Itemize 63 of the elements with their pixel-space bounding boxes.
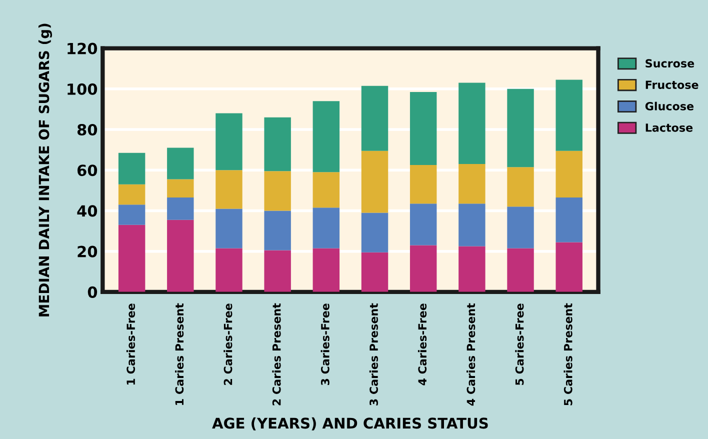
bar bbox=[410, 204, 437, 246]
bar bbox=[167, 179, 194, 198]
y-axis-title: MEDIAN DAILY INTAKE OF SUGARS (g) bbox=[38, 24, 52, 316]
bar bbox=[312, 101, 340, 172]
bar bbox=[264, 210, 291, 250]
bar bbox=[312, 172, 340, 208]
bar bbox=[216, 208, 242, 248]
x-tick-label: 1 Caries Present bbox=[175, 303, 184, 405]
bar bbox=[507, 88, 534, 168]
bar bbox=[361, 150, 388, 213]
y-tick-label: 100 bbox=[68, 83, 98, 95]
legend-label: Glucose bbox=[645, 102, 694, 110]
bar bbox=[264, 117, 291, 172]
x-tick-label: 2 Caries Present bbox=[272, 303, 281, 406]
bar bbox=[167, 148, 194, 180]
y-tick-label: 120 bbox=[68, 42, 98, 54]
bar bbox=[410, 165, 437, 204]
bar bbox=[556, 198, 582, 242]
x-tick-label: 5 Caries-Free bbox=[515, 304, 524, 385]
bar bbox=[458, 82, 486, 164]
bar bbox=[264, 171, 291, 211]
y-tick-label: 60 bbox=[77, 164, 98, 176]
bar bbox=[361, 86, 388, 151]
x-tick-label: 5 Caries Present bbox=[564, 303, 572, 406]
bar bbox=[118, 152, 146, 184]
x-tick-label: 4 Caries-Free bbox=[418, 304, 427, 386]
bar bbox=[118, 184, 146, 205]
bar bbox=[458, 164, 486, 204]
bar bbox=[216, 113, 242, 170]
x-axis-title: AGE (YEARS) AND CARIES STATUS bbox=[212, 417, 488, 430]
x-tick-label: 1 Caries-Free bbox=[126, 304, 136, 385]
y-tick-label: 0 bbox=[88, 286, 98, 298]
y-tick-label: 40 bbox=[77, 205, 98, 217]
bar bbox=[556, 242, 582, 292]
x-tick-label: 3 Caries Present bbox=[369, 303, 378, 406]
bar bbox=[458, 246, 486, 292]
bar bbox=[410, 245, 437, 292]
bar bbox=[312, 248, 340, 292]
legend-label: Fructose bbox=[646, 80, 698, 89]
x-tick-label: 3 Caries-Free bbox=[320, 304, 330, 386]
bar bbox=[507, 206, 534, 248]
bar bbox=[118, 204, 146, 225]
bar bbox=[312, 208, 340, 248]
y-tick-label: 80 bbox=[77, 124, 98, 136]
bar bbox=[118, 224, 146, 292]
bar bbox=[507, 248, 534, 292]
x-tick-label: 4 Caries Present bbox=[466, 303, 476, 406]
bar bbox=[264, 250, 291, 292]
bar bbox=[507, 167, 534, 207]
bar bbox=[361, 252, 388, 292]
bar bbox=[458, 204, 486, 246]
bar bbox=[556, 150, 582, 198]
bar bbox=[167, 198, 194, 220]
x-tick-label: 2 Caries-Free bbox=[224, 304, 232, 385]
legend-label: Sucrose bbox=[646, 59, 694, 68]
y-tick-label: 20 bbox=[78, 246, 98, 258]
legend-label: Lactose bbox=[646, 124, 693, 132]
bar bbox=[556, 80, 582, 151]
bar bbox=[167, 220, 194, 292]
bar bbox=[216, 248, 242, 292]
bar bbox=[361, 212, 388, 252]
bar bbox=[410, 92, 437, 166]
bar bbox=[216, 170, 242, 209]
